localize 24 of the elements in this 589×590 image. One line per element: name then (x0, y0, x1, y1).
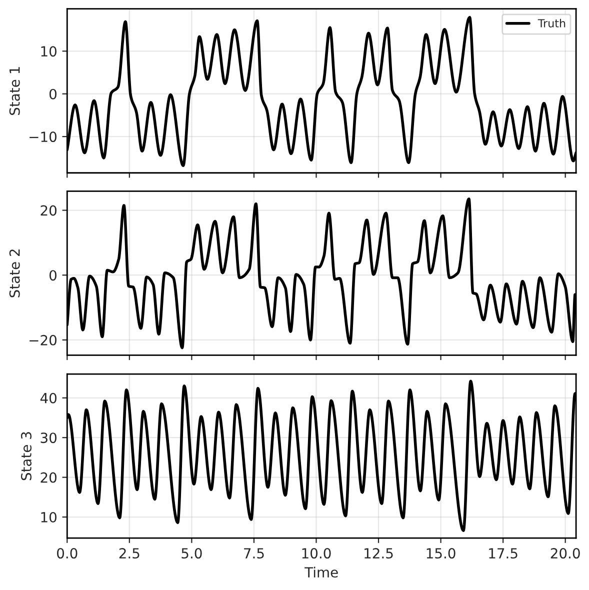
x-tick-label: 17.5 (489, 548, 518, 559)
x-tick-label: 2.5 (119, 548, 140, 559)
y-axis-title: State 1 (9, 67, 20, 115)
x-axis-title: Time (304, 566, 338, 578)
y-tick-label: 30 (40, 432, 56, 444)
x-tick-label: 15.0 (426, 548, 456, 559)
y-tick-label: 40 (40, 392, 56, 404)
x-tick-label: 20.0 (550, 548, 580, 559)
x-tick-label: 0.0 (57, 548, 78, 559)
x-tick-label: 12.5 (364, 548, 393, 559)
y-tick-label: −10 (30, 132, 56, 142)
y-axis-title: State 2 (9, 250, 20, 298)
y-tick-label: 0 (50, 88, 56, 100)
x-tick-label: 7.5 (244, 548, 264, 559)
y-tick-label: 10 (41, 46, 56, 57)
x-tick-label: 10.0 (302, 548, 331, 559)
y-tick-label: 10 (41, 512, 56, 523)
y-tick-label: 20 (40, 472, 56, 483)
y-axis-title: State 3 (21, 432, 32, 480)
y-tick-label: 0 (50, 270, 56, 281)
y-tick-label: −20 (30, 334, 56, 346)
x-tick-label: 5.0 (182, 548, 202, 559)
y-tick-label: 20 (40, 205, 56, 216)
legend-label: Truth (538, 18, 566, 28)
